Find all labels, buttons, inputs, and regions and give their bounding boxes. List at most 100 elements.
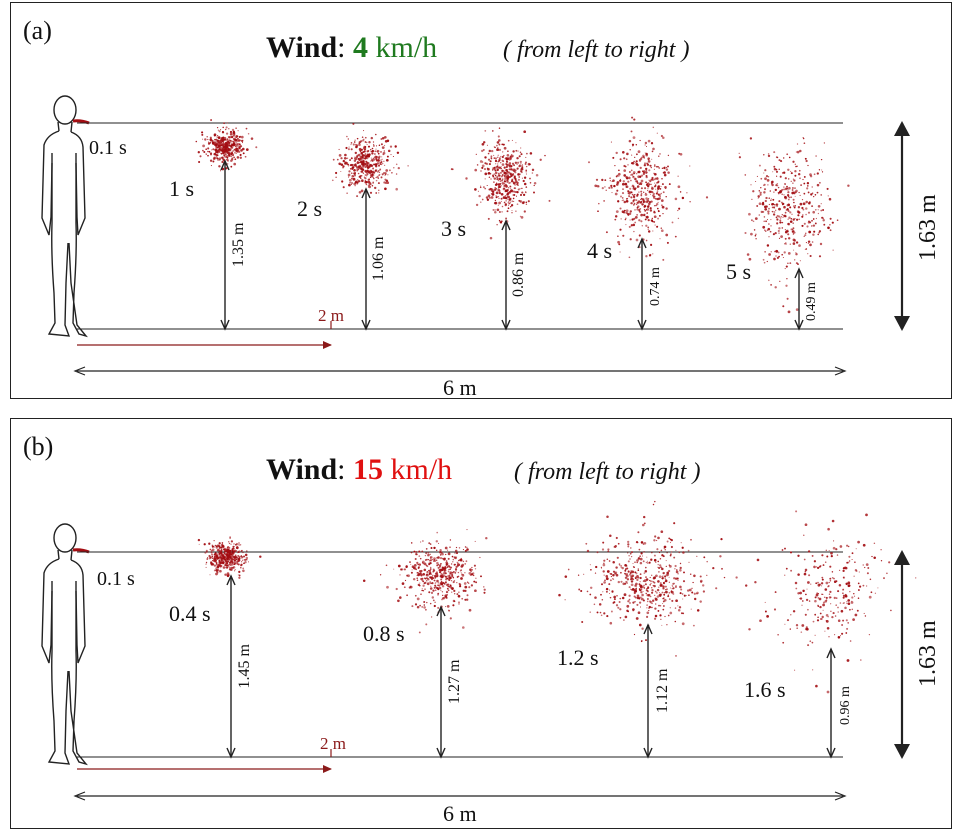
- droplet: [599, 611, 602, 614]
- droplet: [236, 143, 239, 145]
- droplet: [210, 561, 212, 564]
- droplet: [840, 635, 841, 637]
- droplet: [639, 207, 642, 210]
- droplet: [208, 141, 210, 143]
- height-value-label: 0.74 m: [648, 267, 663, 306]
- droplet: [784, 214, 787, 217]
- droplet: [429, 558, 432, 560]
- droplet: [226, 572, 230, 575]
- droplet: [647, 157, 650, 160]
- droplet: [529, 182, 532, 184]
- droplet: [612, 561, 615, 564]
- droplet: [813, 560, 817, 563]
- droplet: [805, 207, 808, 210]
- droplet: [238, 574, 241, 577]
- droplet: [215, 563, 219, 566]
- droplet: [764, 199, 767, 203]
- arrowhead: [643, 623, 653, 759]
- height-value-label: 1.06 m: [370, 236, 387, 281]
- droplet: [628, 573, 632, 576]
- droplet: [822, 603, 825, 607]
- droplet: [641, 627, 644, 630]
- droplet: [644, 187, 647, 190]
- droplet: [702, 590, 706, 593]
- droplet: [212, 148, 215, 151]
- droplet: [622, 151, 625, 154]
- arrowhead: [361, 187, 371, 331]
- droplet: [629, 219, 631, 221]
- droplet: [622, 234, 625, 237]
- droplet: [649, 180, 652, 183]
- droplet: [824, 630, 826, 632]
- droplet: [652, 230, 654, 232]
- droplet: [604, 179, 607, 182]
- droplet: [664, 186, 667, 189]
- droplet: [598, 202, 600, 205]
- droplet: [564, 575, 568, 578]
- droplet: [495, 195, 497, 197]
- droplet: [461, 574, 465, 577]
- droplet: [360, 158, 363, 161]
- droplet: [669, 554, 672, 557]
- droplet: [689, 201, 691, 203]
- droplet: [376, 150, 378, 153]
- droplet: [228, 139, 231, 141]
- droplet: [437, 588, 439, 590]
- droplet: [658, 604, 660, 607]
- droplet: [642, 560, 645, 563]
- droplet: [653, 204, 656, 207]
- droplet: [781, 193, 784, 196]
- droplet: [811, 241, 814, 243]
- droplet: [677, 573, 679, 575]
- droplet: [475, 581, 478, 584]
- droplet: [468, 608, 472, 612]
- droplet: [783, 194, 785, 196]
- droplet: [350, 148, 353, 151]
- droplet: [466, 598, 469, 601]
- droplet: [418, 555, 421, 557]
- droplet: [781, 221, 784, 224]
- droplet: [682, 551, 685, 554]
- droplet: [368, 141, 371, 144]
- droplet: [494, 184, 497, 186]
- droplet: [375, 155, 379, 158]
- ruler-arrowhead: [323, 765, 332, 773]
- droplet: [844, 566, 848, 570]
- droplet: [457, 571, 460, 574]
- droplet: [237, 557, 240, 561]
- droplet: [614, 215, 618, 218]
- droplet: [681, 546, 684, 549]
- droplet: [217, 149, 220, 152]
- droplet: [781, 253, 784, 256]
- droplet: [796, 627, 799, 630]
- droplet: [488, 196, 491, 199]
- droplet: [748, 628, 751, 631]
- droplet: [487, 167, 490, 171]
- droplet: [679, 566, 682, 570]
- droplet: [377, 182, 380, 185]
- droplet: [797, 573, 800, 576]
- droplet: [228, 558, 231, 561]
- time-label: 0.4 s: [169, 601, 211, 626]
- droplet: [768, 235, 770, 238]
- droplet: [658, 214, 661, 217]
- droplet: [367, 180, 371, 184]
- droplet: [217, 564, 220, 566]
- droplet: [207, 138, 209, 141]
- droplet: [609, 177, 611, 180]
- droplet: [759, 191, 762, 194]
- droplet: [491, 190, 495, 194]
- droplet: [787, 191, 790, 194]
- droplet: [665, 207, 668, 210]
- droplet: [426, 576, 428, 578]
- droplet: [660, 566, 662, 569]
- droplet: [498, 210, 501, 214]
- droplet: [523, 182, 527, 186]
- droplet: [661, 183, 664, 186]
- droplet: [444, 576, 446, 578]
- droplet: [617, 200, 620, 203]
- droplet: [237, 130, 239, 132]
- droplet: [205, 562, 207, 564]
- droplet: [195, 140, 198, 143]
- droplet: [846, 659, 850, 662]
